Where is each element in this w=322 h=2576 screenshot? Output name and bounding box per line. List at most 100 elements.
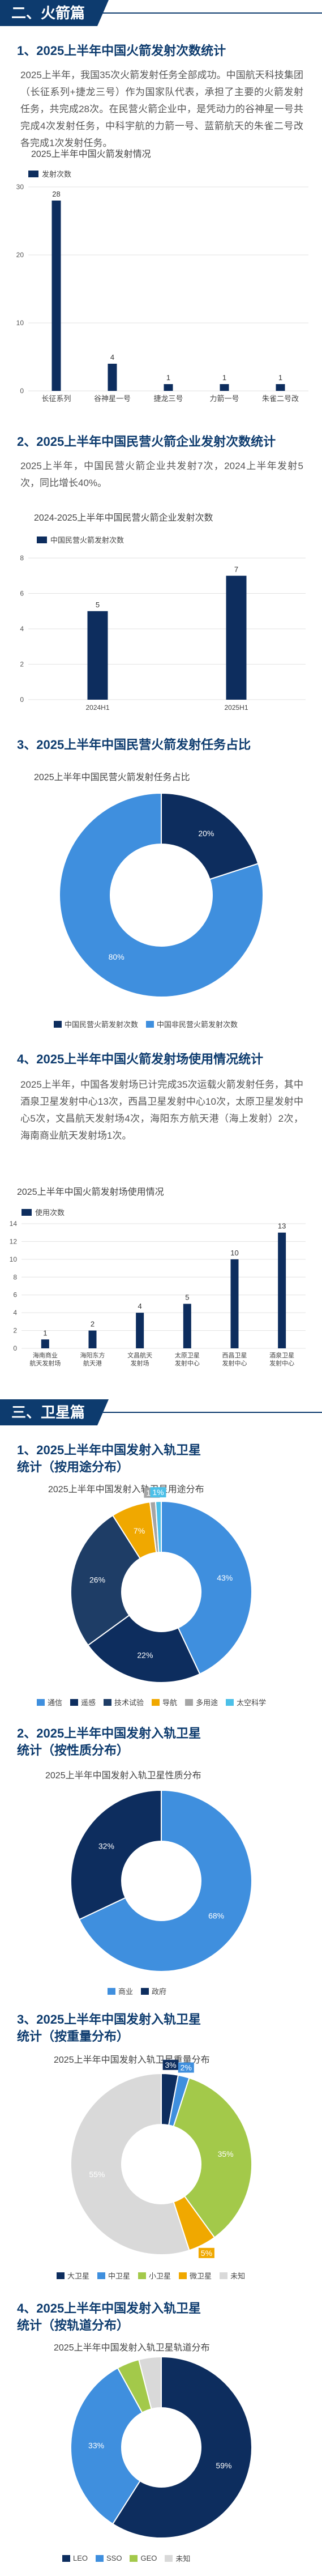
slice [70,1789,162,1921]
bar [278,1232,286,1348]
legend-item: 导航 [152,1697,177,1708]
section-2-text: 2025上半年，中国民营火箭企业共发射7次，2024上半年发射5次，同比增长40… [20,461,303,488]
slice [173,2077,252,2238]
chart-8-legend: LEO SSO GEO 未知 [62,2553,300,2564]
x-tick-label: 谷神星一号 [94,394,131,403]
bar [230,1259,239,1348]
chart-6-legend: 商业 政府 [108,1986,166,1996]
label-box [150,1487,166,1498]
chart-1-bar: 0 10 20 30 28 长征系列 4 谷神星一号 1 捷龙三号 1 力箭一号 1 朱雀二号改 [16,183,308,403]
bar [183,1304,191,1348]
data-label: 1 [166,373,170,382]
section-rule [0,12,322,14]
chart-1-title: 2025上半年中国火箭发射情况 [31,150,151,159]
slice [138,2356,162,2410]
slice [70,1514,141,1646]
chart-4-legend: 使用次数 [22,1207,65,1217]
section-4-title: 4、2025上半年中国火箭发射场使用情况统计 [17,1052,264,1066]
data-label: 43% [217,1573,233,1582]
y-tick-label: 30 [16,183,24,191]
slice [87,1614,201,1683]
y-tick-label: 12 [10,1237,18,1245]
slice [70,2072,190,2255]
bar [226,576,247,700]
data-label: 7% [134,1526,145,1535]
chart-2-bar: 0 2 4 6 8 5 2024H1 7 2025H1 [20,554,306,712]
legend-item: 小卫星 [138,2270,171,2281]
x-tick-label: 朱雀二号改 [262,394,299,403]
data-label: 59% [216,2461,231,2470]
x-tick-label: 力箭一号 [209,394,239,403]
section-1-text: 2025上半年，我国35次火箭发射任务全部成功。中国航天科技集团（长征系列+捷龙… [20,70,303,148]
data-label: 22% [137,1650,153,1659]
data-label: 80% [109,952,124,961]
section-3-title: 3、2025上半年中国民营火箭发射任务占比 [17,738,251,752]
chart-5-donut: 43%22%26%7%1%1% [70,1487,252,1683]
section-4-text: 2025上半年，中国各发射场已计完成35次运载火箭发射任务，其中酒泉卫星发射中心… [20,1079,303,1141]
chart-7-legend: 大卫星 中卫星 小卫星 微卫星 未知 [57,2270,294,2281]
slice [70,2367,143,2525]
x-tick-label: 太原卫星发射中心 [175,1352,200,1367]
x-tick-label: 西昌卫星发射中心 [222,1352,247,1367]
data-label: 7 [234,565,238,573]
legend-label: 中国民营火箭发射次数 [50,536,124,544]
y-tick-label: 20 [16,251,24,259]
legend-item: 遥感 [70,1697,96,1708]
legend-item: 大卫星 [57,2270,89,2281]
legend-item: SSO [96,2553,122,2564]
x-tick-label: 文昌航天发射场 [127,1351,152,1367]
legend-item: 未知 [220,2270,245,2281]
data-label: 28 [52,190,60,198]
chart-6-title: 2025上半年中国发射入轨卫星性质分布 [45,1771,201,1781]
y-tick-label: 4 [20,625,24,633]
chart-4-bar: 0 2 4 6 8 10 12 14 1 海南商业航天发射场 2 海阳东方航天港 4 文昌航天发射场 5 太原… [10,1220,306,1367]
data-label: 35% [218,2149,234,2158]
data-label: 5% [201,2249,212,2258]
legend-swatch [22,1208,32,1216]
section-rule [0,1412,322,1413]
y-tick-label: 8 [20,554,24,562]
y-tick-label: 10 [16,319,24,327]
bar [88,1330,97,1348]
y-tick-label: 6 [13,1291,17,1299]
data-label: 1 [43,1329,47,1337]
y-tick-label: 14 [10,1220,18,1228]
legend-label: 发射次数 [42,170,72,178]
chart-2-legend: 中国民营火箭发射次数 [37,534,124,545]
chart-2-title: 2024-2025上半年中国民营火箭企业发射次数 [34,513,213,523]
y-tick-label: 2 [20,661,24,669]
y-tick-label: 6 [20,590,24,598]
slice [161,792,259,880]
section-7-title: 3、2025上半年中国发射入轨卫星统计（按重量分布） [17,2012,201,2043]
section-header-satellite: 三、卫星篇 [0,1399,322,1429]
slice [59,792,264,998]
label-box [198,2247,214,2258]
section-1-title: 1、2025上半年中国火箭发射次数统计 [17,44,226,58]
slice [154,1500,162,1553]
data-label: 3% [165,2060,176,2070]
section-title: 三、卫星篇 [0,1399,109,1425]
legend-item: 太空科学 [226,1697,266,1708]
legend-label: 使用次数 [35,1208,65,1217]
bar [41,1339,49,1348]
x-tick-label: 酒泉卫星发射中心 [269,1351,294,1367]
bar [51,201,61,391]
legend-item: 中国非民营火箭发射次数 [146,1019,238,1029]
x-tick-label: 2025H1 [224,704,248,712]
data-label: 1 [278,373,282,382]
y-tick-label: 10 [10,1255,18,1263]
legend-item: 技术试验 [104,1697,144,1708]
data-label: 32% [98,1841,114,1850]
y-tick-label: 4 [13,1309,17,1317]
data-label: 55% [89,2170,105,2179]
legend-item: LEO [62,2553,88,2564]
x-tick-label: 2024H1 [85,704,109,712]
data-label: 13 [278,1222,286,1230]
y-tick-label: 8 [13,1273,17,1281]
chart-3-legend: 中国民营火箭发射次数 中国非民营火箭发射次数 [54,1019,238,1029]
legend-swatch [28,170,38,177]
legend-item: 商业 [108,1986,133,1996]
legend-item: 多用途 [185,1697,218,1708]
section-header-rocket: 二、火箭篇 [0,0,322,29]
bar [87,611,108,700]
